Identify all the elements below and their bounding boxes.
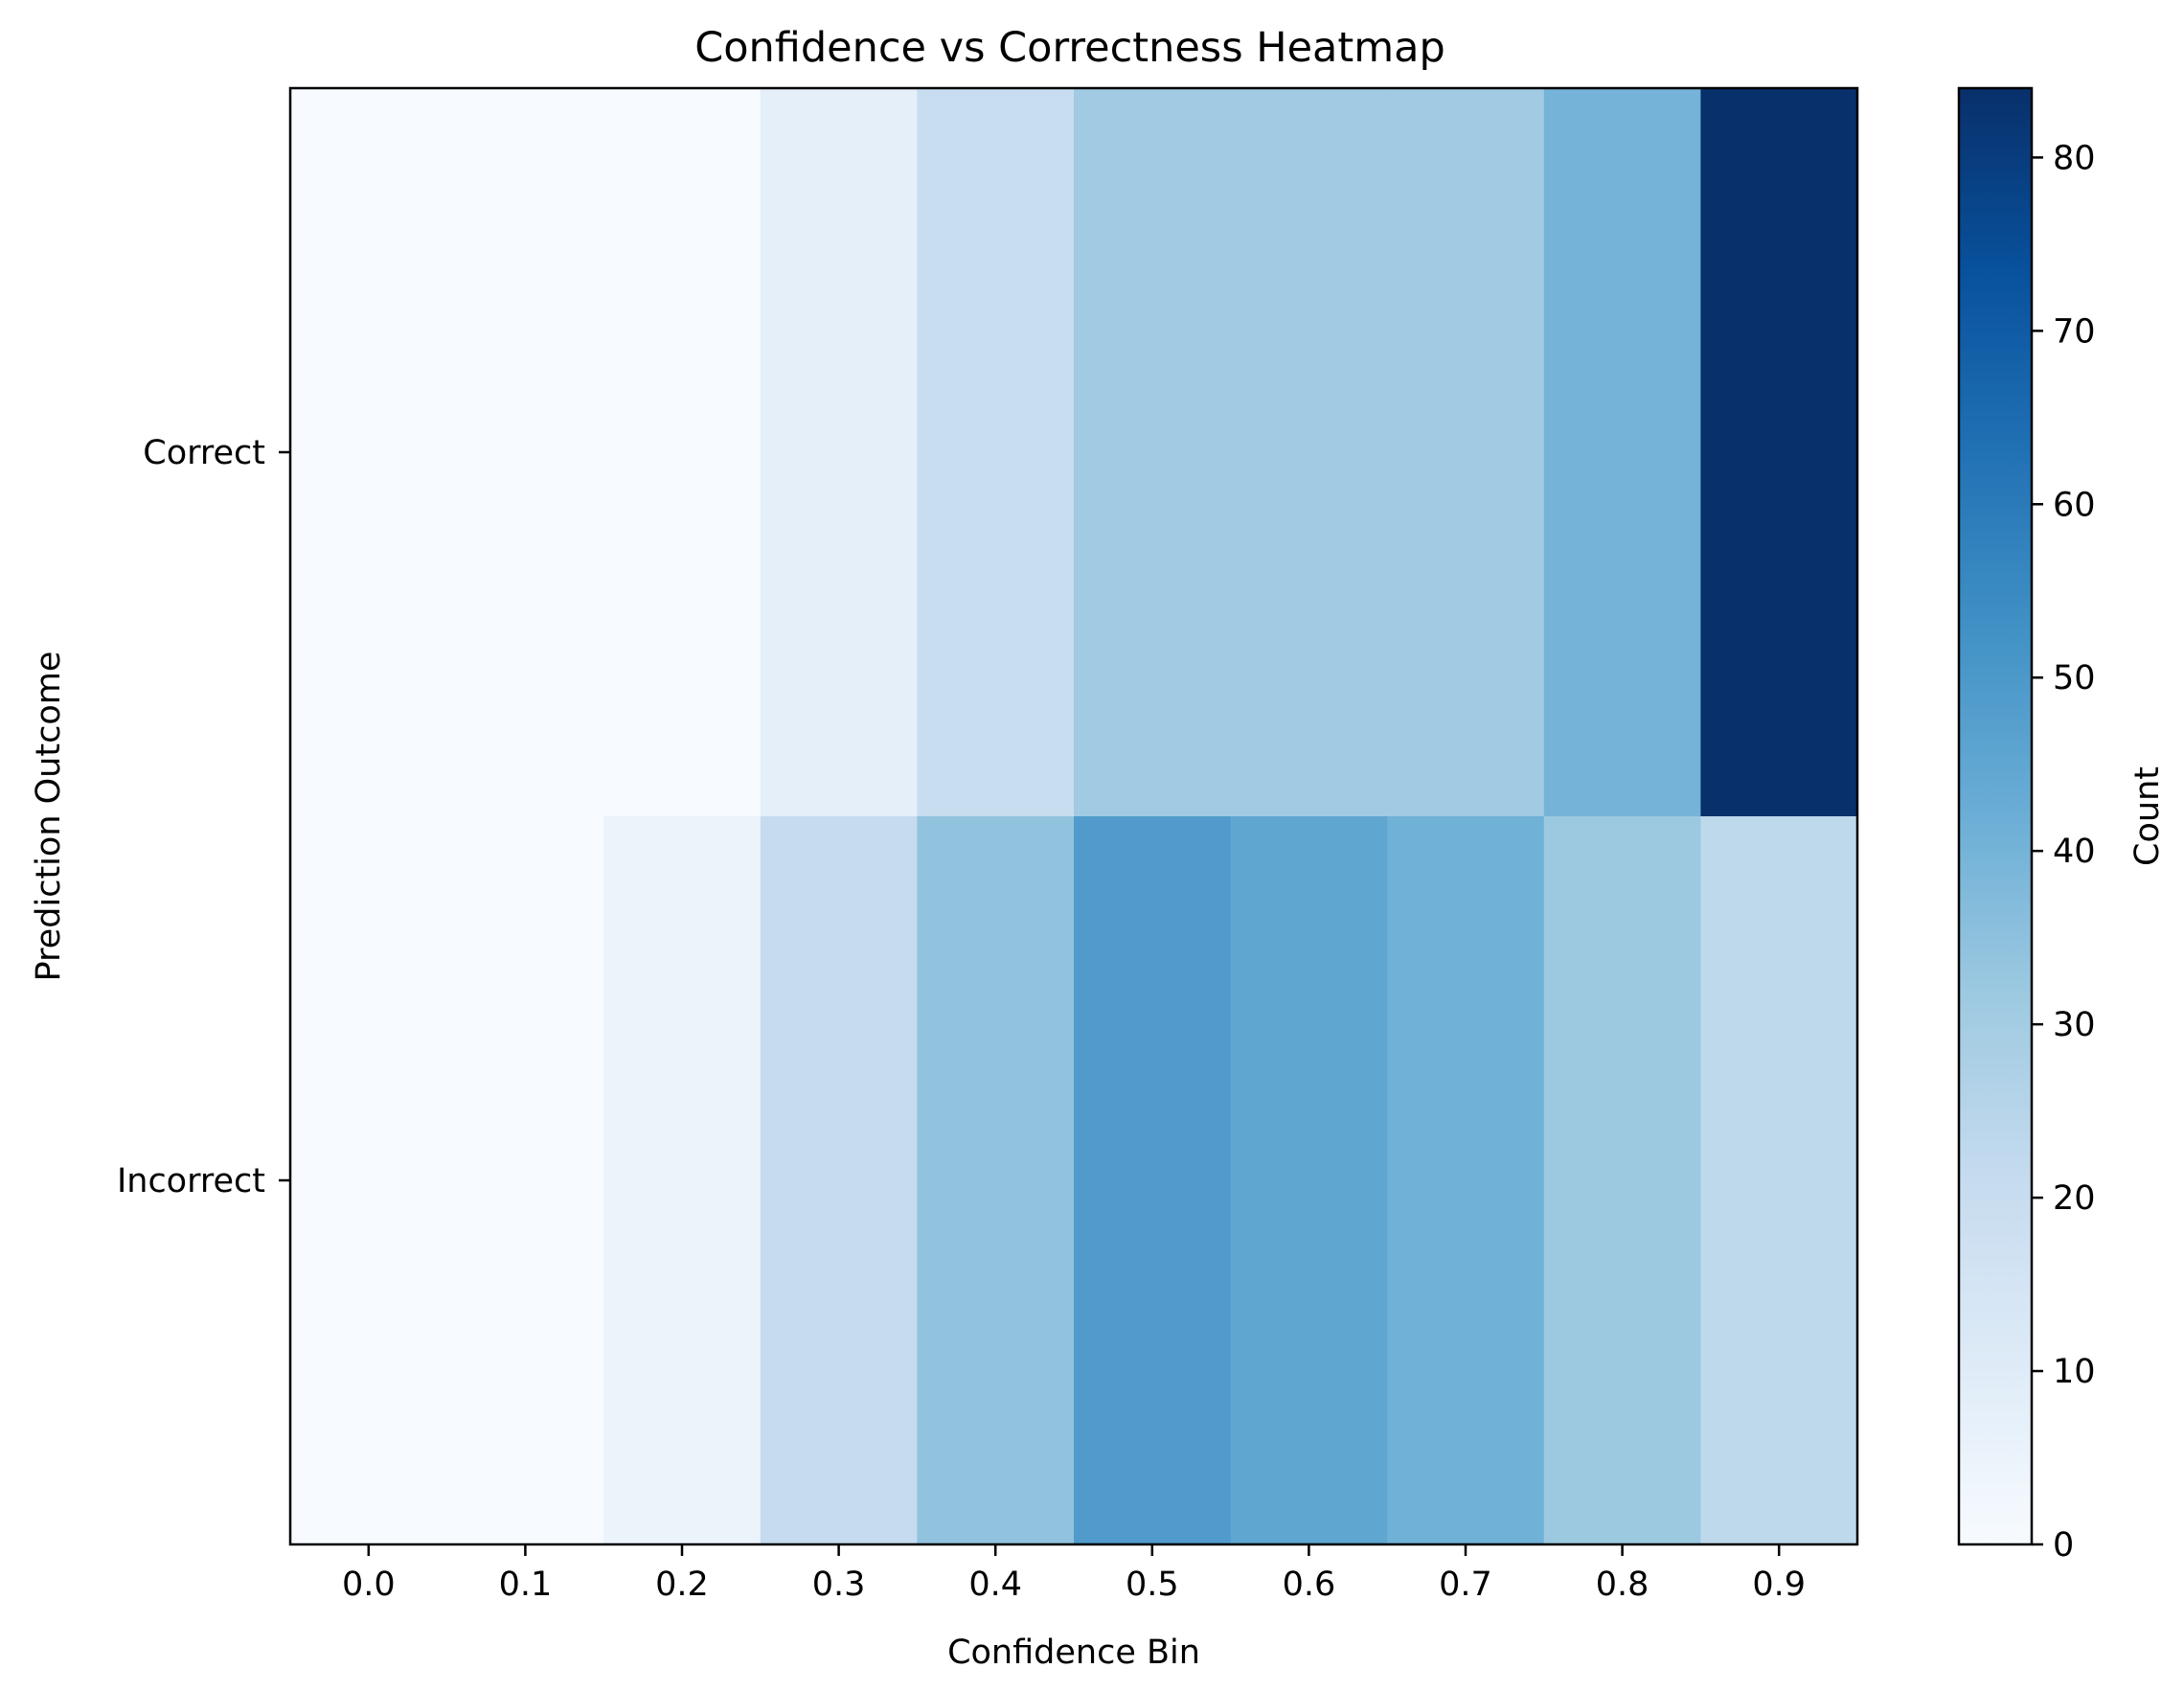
x-tick-label: 0.4 (968, 1565, 1022, 1604)
y-axis-label: Prediction Outcome (30, 651, 68, 982)
heatmap-cell (1543, 816, 1701, 1545)
y-axis-ticks: Correct Incorrect (117, 434, 290, 1200)
heatmap-cell (1074, 88, 1232, 817)
heatmap-cell (1700, 816, 1858, 1545)
heatmap-cell (1230, 88, 1388, 817)
x-tick-label: 0.5 (1126, 1565, 1179, 1604)
colorbar-tick-label: 70 (2053, 312, 2096, 351)
colorbar-label: Count (2128, 766, 2167, 866)
heatmap-cell (603, 816, 762, 1545)
x-tick-label: 0.9 (1752, 1565, 1806, 1604)
colorbar-tick-label: 60 (2053, 486, 2096, 524)
heatmap-cells (290, 88, 1858, 1545)
heatmap-cell (1387, 88, 1545, 817)
x-tick-label: 0.2 (655, 1565, 709, 1604)
x-tick-label: 0.8 (1596, 1565, 1649, 1604)
x-axis-ticks: 0.0 0.1 0.2 0.3 0.4 0.5 0.6 0.7 0.8 0.9 (342, 1544, 1806, 1604)
colorbar-tick-label: 40 (2053, 833, 2096, 871)
heatmap-cell (603, 88, 762, 817)
colorbar-tick-label: 0 (2053, 1526, 2074, 1565)
x-tick-label: 0.3 (812, 1565, 866, 1604)
colorbar-frame (1957, 86, 2034, 1546)
heatmap-cell (290, 816, 448, 1545)
y-tick-label: Incorrect (117, 1162, 265, 1200)
heatmap-cell (917, 816, 1075, 1545)
heatmap-cell (1543, 88, 1701, 817)
colorbar (1959, 88, 2032, 1544)
x-tick-label: 0.0 (342, 1565, 396, 1604)
x-tick-label: 0.7 (1439, 1565, 1492, 1604)
colorbar-tick-label: 20 (2053, 1179, 2096, 1218)
colorbar-tick-label: 30 (2053, 1006, 2096, 1044)
heatmap-cell (1700, 88, 1858, 817)
heatmap-cell (760, 816, 918, 1545)
x-tick-label: 0.6 (1283, 1565, 1336, 1604)
x-tick-label: 0.1 (499, 1565, 553, 1604)
heatmap-cell (917, 88, 1075, 817)
colorbar-tick-label: 80 (2053, 139, 2096, 177)
y-tick-label: Correct (143, 434, 265, 472)
plot-frame (288, 86, 1859, 1546)
colorbar-tick-label: 10 (2053, 1353, 2096, 1391)
chart-title: Confidence vs Correctness Heatmap (694, 24, 1445, 72)
colorbar-tick-label: 50 (2053, 659, 2096, 697)
heatmap-cell (290, 88, 448, 817)
heatmap-cell (1230, 816, 1388, 1545)
heatmap-cell (1074, 816, 1232, 1545)
x-axis-label: Confidence Bin (947, 1634, 1200, 1672)
heatmap-cell (1387, 816, 1545, 1545)
heatmap-cell (760, 88, 918, 817)
heatmap-cell (446, 816, 604, 1545)
heatmap-cell (446, 88, 604, 817)
colorbar-ticks: 0 10 20 30 40 50 60 70 80 (2032, 139, 2096, 1565)
